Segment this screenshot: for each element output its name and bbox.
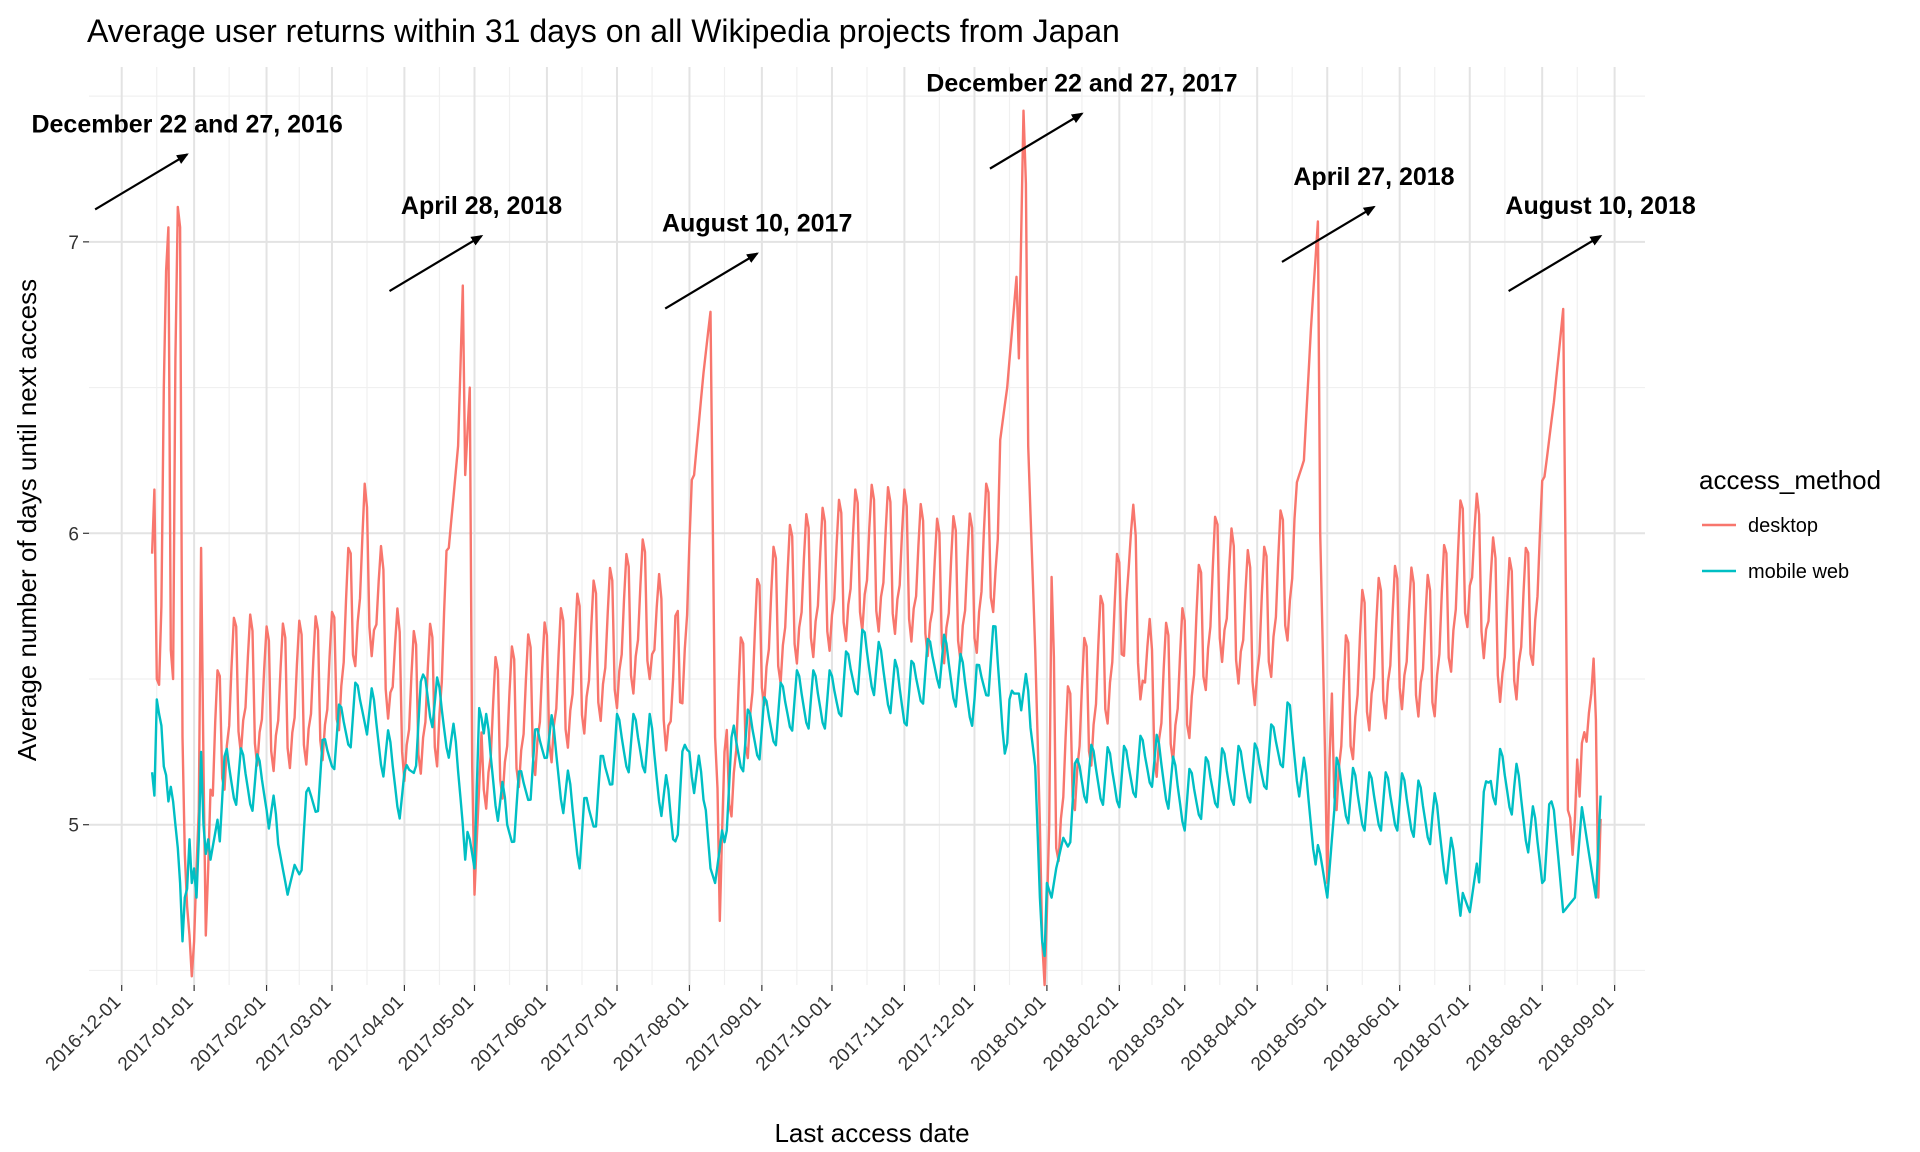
annotation-label: August 10, 2018 [1505, 192, 1695, 220]
series-lines [150, 109, 1602, 987]
x-tick-label: 2017-07-01 [537, 992, 621, 1076]
x-tick-label: 2016-12-01 [42, 992, 126, 1076]
x-tick-label: 2017-12-01 [894, 992, 978, 1076]
x-axis-title: Last access date [774, 1118, 969, 1148]
annotation-label: August 10, 2017 [662, 210, 852, 238]
x-tick-label: 2017-08-01 [609, 992, 693, 1076]
annotation-arrow [388, 235, 484, 292]
annotation-label: April 28, 2018 [401, 192, 562, 220]
y-tick-label: 6 [68, 524, 79, 545]
minor-gridlines [89, 67, 1645, 985]
x-tick-label: 2017-01-01 [114, 992, 198, 1076]
annotation-label: April 27, 2018 [1293, 163, 1454, 191]
annotations: December 22 and 27, 2016 April 28, 2018 Au… [31, 70, 1696, 310]
legend: access_method desktop mobile web [1699, 465, 1881, 583]
x-axis-ticks: 2016-12-012017-01-012017-02-012017-03-01… [42, 985, 1619, 1076]
series-line-desktop [150, 109, 1602, 987]
legend-title: access_method [1699, 465, 1881, 495]
x-tick-label: 2018-05-01 [1247, 992, 1331, 1076]
y-axis-ticks: 5 6 7 [68, 233, 89, 837]
y-tick-label: 7 [68, 233, 79, 254]
y-tick-label: 5 [68, 816, 79, 837]
legend-label: mobile web [1748, 561, 1849, 583]
series-line-mobile-web [150, 625, 1602, 958]
annotation-label: December 22 and 27, 2017 [926, 70, 1237, 98]
legend-items: desktop mobile web [1702, 515, 1849, 583]
annotation-arrow [1281, 205, 1376, 263]
annotation-arrow [664, 252, 759, 310]
legend-label: desktop [1748, 515, 1818, 537]
y-axis-title: Average number of days until next access [12, 279, 42, 761]
annotation-arrow [94, 153, 189, 211]
annotation-label: December 22 and 27, 2016 [31, 110, 342, 138]
x-tick-label: 2018-08-01 [1462, 992, 1546, 1076]
x-tick-label: 2017-05-01 [394, 992, 478, 1076]
x-tick-label: 2017-10-01 [752, 992, 836, 1076]
annotation-arrow [1508, 235, 1603, 292]
chart-title: Average user returns within 31 days on a… [87, 13, 1120, 49]
x-tick-label: 2018-01-01 [967, 992, 1051, 1076]
annotation-arrow [989, 112, 1084, 170]
x-tick-label: 2018-09-01 [1535, 992, 1619, 1076]
x-tick-label: 2018-07-01 [1390, 992, 1474, 1076]
major-gridlines [89, 67, 1645, 985]
